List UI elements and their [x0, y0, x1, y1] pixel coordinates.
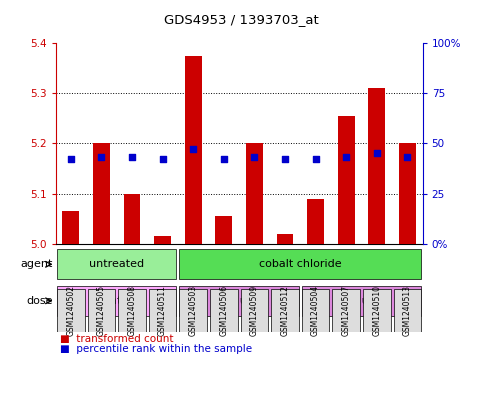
Point — [128, 154, 136, 161]
Text: GSM1240507: GSM1240507 — [341, 285, 351, 336]
Text: cobalt chloride: cobalt chloride — [259, 259, 341, 269]
Text: GSM1240506: GSM1240506 — [219, 285, 228, 336]
Text: agent: agent — [21, 259, 53, 269]
Text: ■  transformed count: ■ transformed count — [60, 334, 174, 344]
Text: GSM1240503: GSM1240503 — [189, 285, 198, 336]
Point — [281, 156, 289, 163]
Text: GSM1240513: GSM1240513 — [403, 285, 412, 336]
FancyBboxPatch shape — [57, 288, 85, 332]
Bar — [338, 116, 355, 244]
FancyBboxPatch shape — [363, 288, 390, 332]
Text: GSM1240505: GSM1240505 — [97, 285, 106, 336]
Text: GSM1240512: GSM1240512 — [281, 285, 289, 336]
Point — [159, 156, 167, 163]
FancyBboxPatch shape — [149, 288, 176, 332]
Point — [220, 156, 227, 163]
FancyBboxPatch shape — [118, 288, 146, 332]
Bar — [307, 198, 324, 244]
Text: GDS4953 / 1393703_at: GDS4953 / 1393703_at — [164, 13, 319, 26]
Point — [98, 154, 105, 161]
Point — [403, 154, 411, 161]
Bar — [180, 286, 298, 316]
Point — [342, 154, 350, 161]
Bar — [215, 216, 232, 244]
FancyBboxPatch shape — [271, 288, 298, 332]
Text: 62 uM: 62 uM — [344, 296, 379, 306]
Text: GSM1240509: GSM1240509 — [250, 285, 259, 336]
FancyBboxPatch shape — [180, 288, 207, 332]
Text: ■  percentile rank within the sample: ■ percentile rank within the sample — [60, 344, 253, 354]
FancyBboxPatch shape — [394, 288, 421, 332]
Text: GSM1240504: GSM1240504 — [311, 285, 320, 336]
Bar — [302, 286, 421, 316]
Bar — [277, 233, 293, 244]
Point — [373, 150, 381, 156]
Text: dose: dose — [27, 296, 53, 306]
Bar — [369, 88, 385, 244]
Point — [189, 146, 197, 152]
Bar — [57, 249, 176, 279]
Bar — [246, 143, 263, 244]
Text: GSM1240508: GSM1240508 — [128, 285, 137, 336]
Point — [251, 154, 258, 161]
FancyBboxPatch shape — [302, 288, 329, 332]
FancyBboxPatch shape — [88, 288, 115, 332]
Point — [67, 156, 75, 163]
Text: control: control — [98, 296, 136, 306]
Text: GSM1240511: GSM1240511 — [158, 285, 167, 336]
Point — [312, 156, 319, 163]
Bar — [399, 143, 416, 244]
FancyBboxPatch shape — [332, 288, 360, 332]
Text: GSM1240502: GSM1240502 — [66, 285, 75, 336]
Bar — [124, 193, 141, 244]
Bar — [62, 211, 79, 244]
Text: untreated: untreated — [89, 259, 144, 269]
FancyBboxPatch shape — [210, 288, 238, 332]
Bar — [180, 249, 421, 279]
Text: GSM1240510: GSM1240510 — [372, 285, 381, 336]
Text: 29 uM: 29 uM — [222, 296, 256, 306]
Bar — [93, 143, 110, 244]
FancyBboxPatch shape — [241, 288, 268, 332]
Bar — [185, 56, 201, 244]
Bar — [57, 286, 176, 316]
Bar — [154, 236, 171, 244]
